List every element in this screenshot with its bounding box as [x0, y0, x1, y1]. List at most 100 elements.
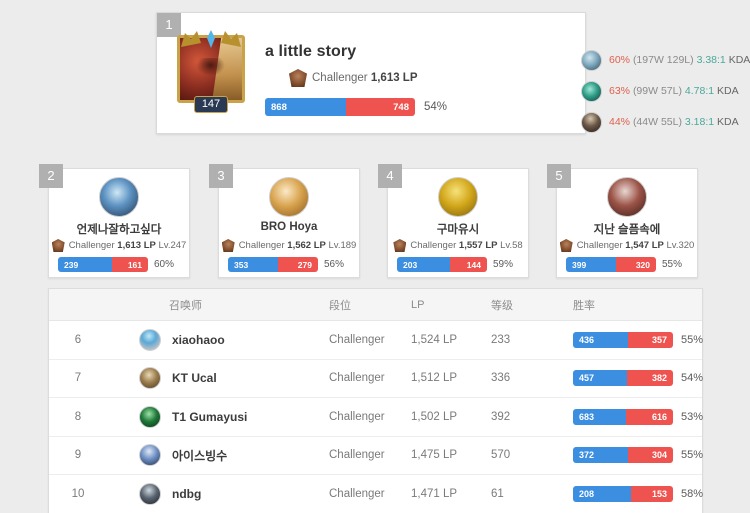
- summoner-name[interactable]: T1 Gumayusi: [172, 409, 248, 424]
- challenger-emblem-icon: [221, 239, 235, 252]
- tier-name: Challenger: [238, 240, 285, 251]
- losses-segment: 382: [627, 370, 673, 387]
- winrate-percent: 58%: [681, 487, 704, 500]
- champion-icon: [581, 111, 602, 133]
- summoner-name[interactable]: KT Ucal: [172, 371, 217, 386]
- table-row[interactable]: 6 xiaohaoo Challenger 1,524 LP 233 436 3…: [49, 321, 703, 360]
- tier-label: Challenger 1,547 LP Lv.320: [577, 240, 695, 251]
- summoner-level: Lv.189: [328, 240, 357, 251]
- winrate-percent: 54%: [681, 372, 704, 385]
- summoner-icon: [438, 177, 478, 217]
- tier-name: Challenger: [68, 240, 115, 251]
- top-ranked-player-card[interactable]: 1 147 a little story Challenger 1,613 LP: [156, 12, 750, 134]
- challenger-emblem-icon: [393, 239, 407, 252]
- tier-name: Challenger: [312, 72, 368, 84]
- league-points: 1,613 LP: [117, 240, 156, 251]
- champion-stat-row[interactable]: 44% (44W 55L) 3.18:1 KDA: [581, 111, 750, 133]
- row-summoner: KT Ucal: [107, 367, 329, 390]
- winloss-bar: 436 357: [573, 331, 673, 348]
- challenger-emblem-icon: [51, 239, 65, 252]
- summoner-portrait[interactable]: 147: [175, 29, 247, 115]
- wins-segment: 353: [228, 257, 279, 272]
- summoner-name[interactable]: BRO Hoya: [260, 221, 318, 233]
- tier-row: Challenger 1,613 LP: [289, 69, 465, 87]
- tier-label: Challenger 1,562 LP Lv.189: [239, 240, 357, 251]
- champion-record: (44W 55L): [632, 116, 682, 128]
- table-row[interactable]: 7 KT Ucal Challenger 1,512 LP 336 457 38…: [49, 360, 704, 398]
- champion-record: (197W 129L): [632, 54, 694, 66]
- row-lp: 1,502 LP: [411, 410, 458, 423]
- kda-label: KDA: [728, 54, 750, 66]
- tier-label: Challenger 1,613 LP: [312, 72, 418, 84]
- tier-name: Challenger: [576, 240, 623, 251]
- tier-row: Challenger 1,547 LP Lv.320: [557, 239, 697, 252]
- champion-stat-row[interactable]: 63% (99W 57L) 4.78:1 KDA: [581, 80, 750, 102]
- row-level: 61: [491, 487, 504, 500]
- header-winrate[interactable]: 胜率: [573, 299, 595, 312]
- summoner-level-badge: 147: [194, 96, 228, 113]
- table-row[interactable]: 9 아이스빙수 Challenger 1,475 LP 570 372 304 …: [49, 437, 704, 475]
- wins-segment: 239: [58, 257, 112, 272]
- summoner-name[interactable]: xiaohaoo: [172, 332, 225, 347]
- table-row[interactable]: 8 T1 Gumayusi Challenger 1,502 LP 392 68…: [49, 398, 703, 437]
- champion-stat-text: 44% (44W 55L) 3.18:1 KDA: [609, 116, 739, 128]
- row-lp: 1,475 LP: [411, 449, 458, 462]
- tier-row: Challenger 1,562 LP Lv.189: [219, 239, 359, 252]
- ranked-player-card[interactable]: 5 지난 슬픔속에 Challenger 1,547 LP Lv.320 399…: [547, 164, 698, 278]
- wins-segment: 399: [566, 257, 616, 272]
- summoner-name[interactable]: ndbg: [172, 486, 202, 501]
- champion-kda: 3.18:1: [684, 116, 715, 128]
- summoner-level: Lv.58: [500, 240, 523, 251]
- row-tier: Challenger: [329, 410, 385, 423]
- row-tier: Challenger: [329, 487, 385, 500]
- winloss-row: 353 279 56%: [228, 257, 344, 272]
- champion-stats-list: 60% (197W 129L) 3.38:1 KDA 63% (99W 57L)…: [581, 49, 750, 142]
- winrate-percent: 54%: [424, 101, 448, 113]
- winloss-bar: 457 382: [573, 370, 673, 387]
- league-points: 1,557 LP: [458, 240, 498, 251]
- champion-stat-row[interactable]: 60% (197W 129L) 3.38:1 KDA: [581, 49, 750, 71]
- summoner-icon: [139, 405, 161, 428]
- row-rank: 8: [74, 410, 82, 423]
- summoner-icon: [139, 482, 161, 505]
- row-tier: Challenger: [329, 333, 385, 346]
- summoner-name[interactable]: a little story: [265, 43, 357, 60]
- summoner-name[interactable]: 구마유시: [436, 224, 480, 236]
- summoner-icon: [139, 328, 161, 351]
- summoner-name[interactable]: 언제나잘하고싶다: [76, 224, 162, 236]
- summoner-icon: [139, 367, 161, 390]
- summoner-name[interactable]: 지난 슬픔속에: [593, 224, 661, 236]
- losses-segment: 153: [631, 485, 673, 502]
- wins-segment: 372: [573, 447, 628, 464]
- wins-segment: 683: [573, 408, 626, 425]
- header-lp[interactable]: LP: [411, 298, 425, 311]
- winloss-bar: 372 304: [573, 447, 673, 464]
- summoner-name[interactable]: 아이스빙수: [172, 448, 228, 463]
- challenger-emblem-icon: [289, 69, 307, 87]
- row-tier: Challenger: [329, 372, 385, 385]
- header-level[interactable]: 等级: [491, 299, 513, 312]
- ranked-player-card[interactable]: 3 BRO Hoya Challenger 1,562 LP Lv.189 35…: [209, 164, 360, 278]
- losses-segment: 616: [626, 408, 673, 425]
- row-level: 570: [491, 449, 511, 462]
- row-summoner: ndbg: [107, 482, 329, 505]
- row-level: 233: [491, 333, 511, 346]
- champion-stat-text: 60% (197W 129L) 3.38:1 KDA: [609, 54, 750, 66]
- champion-icon: [581, 80, 602, 102]
- kda-label: KDA: [717, 116, 739, 128]
- row-winrate: 457 382 54%: [573, 370, 704, 387]
- tier-row: Challenger 1,557 LP Lv.58: [388, 239, 528, 252]
- ranked-player-card[interactable]: 2 언제나잘하고싶다 Challenger 1,613 LP Lv.247 23…: [39, 164, 190, 278]
- header-tier[interactable]: 段位: [329, 299, 351, 312]
- table-row[interactable]: 10 ndbg Challenger 1,471 LP 61 208 153 5…: [49, 475, 704, 513]
- winrate-percent: 55%: [681, 449, 704, 462]
- summoner-icon: [269, 177, 309, 217]
- header-summoner[interactable]: 召唤师: [169, 299, 202, 312]
- champion-record: (99W 57L): [632, 85, 682, 97]
- row-level: 336: [491, 372, 511, 385]
- losses-segment: 304: [628, 447, 673, 464]
- winloss-bar: 399 320: [566, 257, 656, 272]
- ranked-player-card[interactable]: 4 구마유시 Challenger 1,557 LP Lv.58 203 144…: [378, 164, 529, 278]
- row-rank: 6: [74, 333, 82, 346]
